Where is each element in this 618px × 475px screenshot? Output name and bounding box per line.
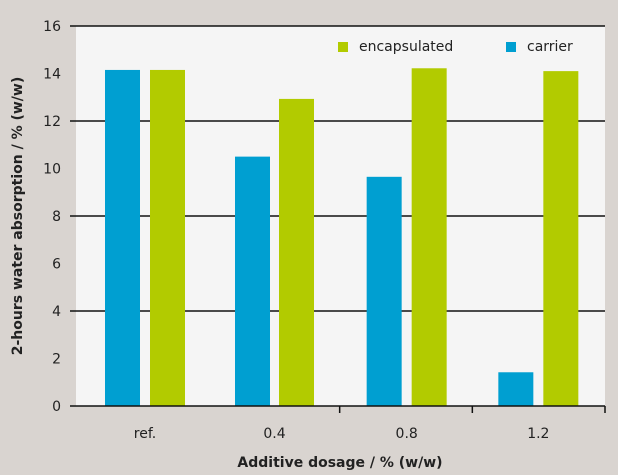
x-tick-label: 0.8: [396, 426, 418, 442]
y-tick-label: 0: [52, 399, 61, 415]
y-tick-label: 4: [52, 304, 61, 320]
bar-encapsulated: [279, 98, 314, 406]
legend-swatch-carrier: [506, 42, 516, 52]
y-tick-label: 16: [43, 19, 61, 35]
bar-carrier: [366, 176, 402, 406]
y-tick-label: 6: [52, 257, 61, 273]
bar-carrier: [235, 156, 270, 406]
y-tick-label: 10: [43, 162, 61, 178]
bar-carrier: [498, 372, 534, 406]
legend-swatch-encapsulated: [338, 42, 348, 52]
bar-encapsulated: [411, 68, 447, 407]
x-tick-label: 1.2: [527, 426, 549, 442]
y-tick-label: 14: [43, 67, 61, 83]
y-tick-label: 8: [52, 209, 61, 225]
y-tick-label: 2: [52, 352, 61, 368]
bar-carrier: [105, 69, 140, 406]
bar-encapsulated: [150, 69, 185, 406]
x-tick-label: ref.: [134, 426, 156, 442]
x-axis-label: Additive dosage / % (w/w): [237, 455, 442, 471]
y-axis-label: 2-hours water absorption / % (w/w): [10, 77, 26, 356]
bar-encapsulated: [543, 71, 579, 406]
x-tick-label: 0.4: [263, 426, 285, 442]
y-tick-label: 12: [43, 114, 61, 130]
legend-label-carrier: carrier: [527, 39, 573, 55]
legend-label-encapsulated: encapsulated: [359, 39, 453, 55]
